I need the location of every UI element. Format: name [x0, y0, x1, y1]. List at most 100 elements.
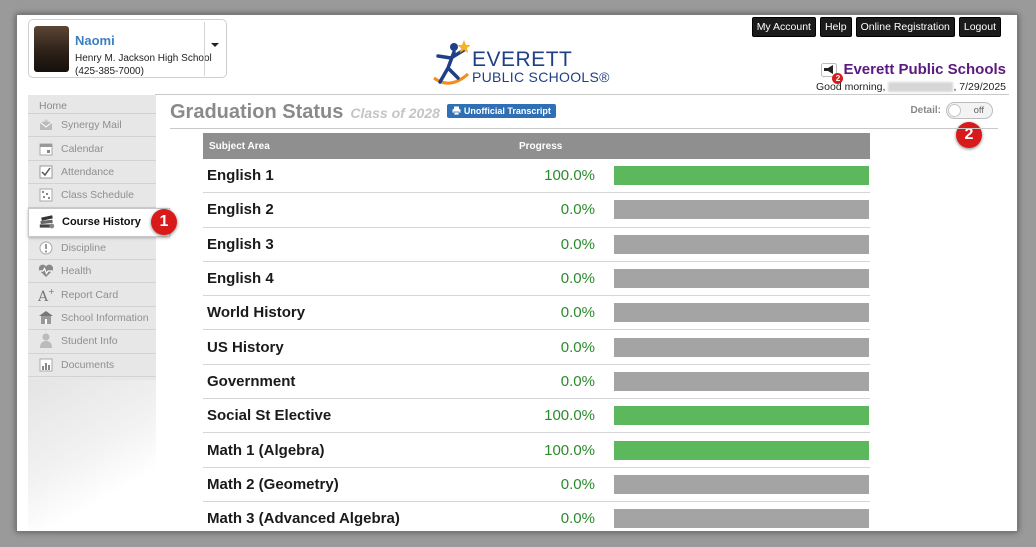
progress-percent: 100.0%: [544, 441, 595, 459]
sidebar-item-label: Calendar: [61, 142, 104, 155]
logout-button[interactable]: Logout: [958, 17, 1001, 37]
sidebar-item-label: Course History: [62, 216, 141, 229]
progress-bar: [614, 440, 869, 460]
sidebar-item-label: Documents: [61, 358, 115, 371]
top-nav: My Account Help Online Registration Logo…: [751, 17, 1001, 37]
progress-bar: [614, 474, 869, 494]
schedule-icon: [38, 187, 54, 203]
table-row: English 2 0.0%: [203, 193, 870, 228]
table-row: Math 1 (Algebra) 100.0%: [203, 433, 870, 468]
unofficial-transcript-label: Unofficial Transcript: [463, 105, 551, 116]
alert-icon: [38, 240, 54, 256]
subject-cell: US History: [207, 338, 284, 356]
table-header: Subject Area Progress: [203, 133, 870, 159]
district-row: 2 Everett Public Schools: [821, 61, 1006, 84]
sidebar-item-attendance[interactable]: Attendance: [28, 161, 156, 185]
sidebar-item-student-info[interactable]: Student Info: [28, 330, 156, 354]
subject-cell: World History: [207, 304, 306, 322]
sidebar-item-discipline[interactable]: Discipline: [28, 237, 156, 260]
progress-percent: 0.0%: [560, 372, 595, 390]
progress-bar: [614, 166, 869, 186]
subject-cell: Government: [207, 372, 296, 390]
sidebar-item-school-information[interactable]: School Information: [28, 307, 156, 331]
district-logo: EVERETT PUBLIC SCHOOLS®: [430, 38, 610, 90]
detail-toggle[interactable]: off: [946, 102, 993, 119]
callout-2: 2: [956, 122, 982, 148]
progress-bar-fill: [614, 440, 869, 460]
progress-percent: 0.0%: [560, 338, 595, 356]
sidebar-item-course-history[interactable]: Course History: [28, 207, 170, 237]
star-person-icon: [433, 40, 470, 85]
online-registration-button[interactable]: Online Registration: [855, 17, 955, 37]
progress-percent: 100.0%: [544, 407, 595, 425]
sidebar: Home Synergy Mail Calendar Attendance Class…: [28, 95, 170, 380]
heading-divider: [170, 128, 998, 129]
progress-percent: 0.0%: [560, 475, 595, 493]
help-button[interactable]: Help: [819, 17, 852, 37]
graduation-table: Subject Area Progress English 1 100.0% Eng…: [203, 133, 870, 531]
progress-bar: [614, 406, 869, 426]
table-row: US History 0.0%: [203, 330, 870, 365]
sidebar-item-documents[interactable]: Documents: [28, 354, 156, 377]
books-icon: [39, 214, 55, 230]
sidebar-item-synergy-mail[interactable]: Synergy Mail: [28, 114, 156, 138]
megaphone-icon: [821, 62, 838, 77]
mail-icon: [38, 117, 54, 133]
subject-header: Subject Area: [209, 140, 270, 152]
chevron-down-icon[interactable]: [211, 43, 219, 47]
unofficial-transcript-button[interactable]: Unofficial Transcript: [446, 103, 556, 118]
attendance-icon: [38, 164, 54, 180]
toggle-knob: [948, 104, 961, 117]
progress-bar: [614, 371, 869, 391]
table-row: English 3 0.0%: [203, 228, 870, 262]
progress-percent: 0.0%: [560, 270, 595, 288]
notifications-button[interactable]: 2: [821, 62, 844, 84]
progress-bar-fill: [614, 406, 869, 426]
progress-bar: [614, 337, 869, 357]
card-divider: [204, 22, 205, 76]
student-photo: [34, 26, 69, 72]
progress-bar: [614, 234, 869, 254]
notification-badge: 2: [832, 72, 844, 84]
subject-cell: Social St Elective: [207, 407, 332, 425]
header-divider: [155, 94, 1009, 95]
table-row: English 4 0.0%: [203, 262, 870, 297]
student-name: Naomi: [75, 33, 115, 48]
sidebar-item-class-schedule[interactable]: Class Schedule: [28, 184, 156, 208]
table-body: English 1 100.0% English 2 0.0% English 3 0.0…: [203, 159, 870, 531]
my-account-button[interactable]: My Account: [751, 17, 816, 37]
sidebar-item-report-card[interactable]: A+ Report Card: [28, 283, 156, 307]
school-icon: [38, 310, 54, 326]
sidebar-item-label: Discipline: [61, 241, 106, 254]
sidebar-home[interactable]: Home: [28, 95, 156, 114]
detail-label: Detail:: [910, 105, 941, 116]
student-selector[interactable]: Naomi Henry M. Jackson High School (425-…: [28, 19, 227, 78]
grade-icon: A+: [38, 287, 54, 303]
subject-cell: English 2: [207, 201, 274, 219]
table-row: World History 0.0%: [203, 296, 870, 331]
sidebar-item-label: Synergy Mail: [61, 119, 122, 132]
table-row: English 1 100.0%: [203, 159, 870, 194]
callout-1: 1: [151, 209, 177, 235]
progress-bar: [614, 509, 869, 529]
browser-frame: Naomi Henry M. Jackson High School (425-…: [16, 14, 1018, 532]
table-row: Math 2 (Geometry) 0.0%: [203, 468, 870, 502]
table-row: Social St Elective 100.0%: [203, 399, 870, 434]
sidebar-background: [28, 380, 156, 531]
subject-cell: English 1: [207, 167, 274, 185]
greeting: Good morning, , 7/29/2025: [816, 81, 1006, 93]
progress-bar-fill: [614, 166, 869, 186]
sidebar-item-calendar[interactable]: Calendar: [28, 137, 156, 161]
sidebar-item-label: Class Schedule: [61, 189, 134, 202]
progress-bar: [614, 303, 869, 323]
class-of: Class of 2028: [350, 105, 440, 121]
subject-cell: English 4: [207, 270, 274, 288]
sidebar-item-label: Report Card: [61, 288, 119, 301]
logo-text-public-schools: PUBLIC SCHOOLS®: [472, 69, 610, 85]
page-title: Graduation Status: [170, 101, 344, 123]
subject-cell: Math 2 (Geometry): [207, 475, 339, 493]
documents-icon: [38, 357, 54, 373]
sidebar-item-label: Student Info: [61, 335, 118, 348]
sidebar-item-health[interactable]: Health: [28, 260, 156, 284]
greeting-text: Good morning,: [815, 81, 886, 93]
